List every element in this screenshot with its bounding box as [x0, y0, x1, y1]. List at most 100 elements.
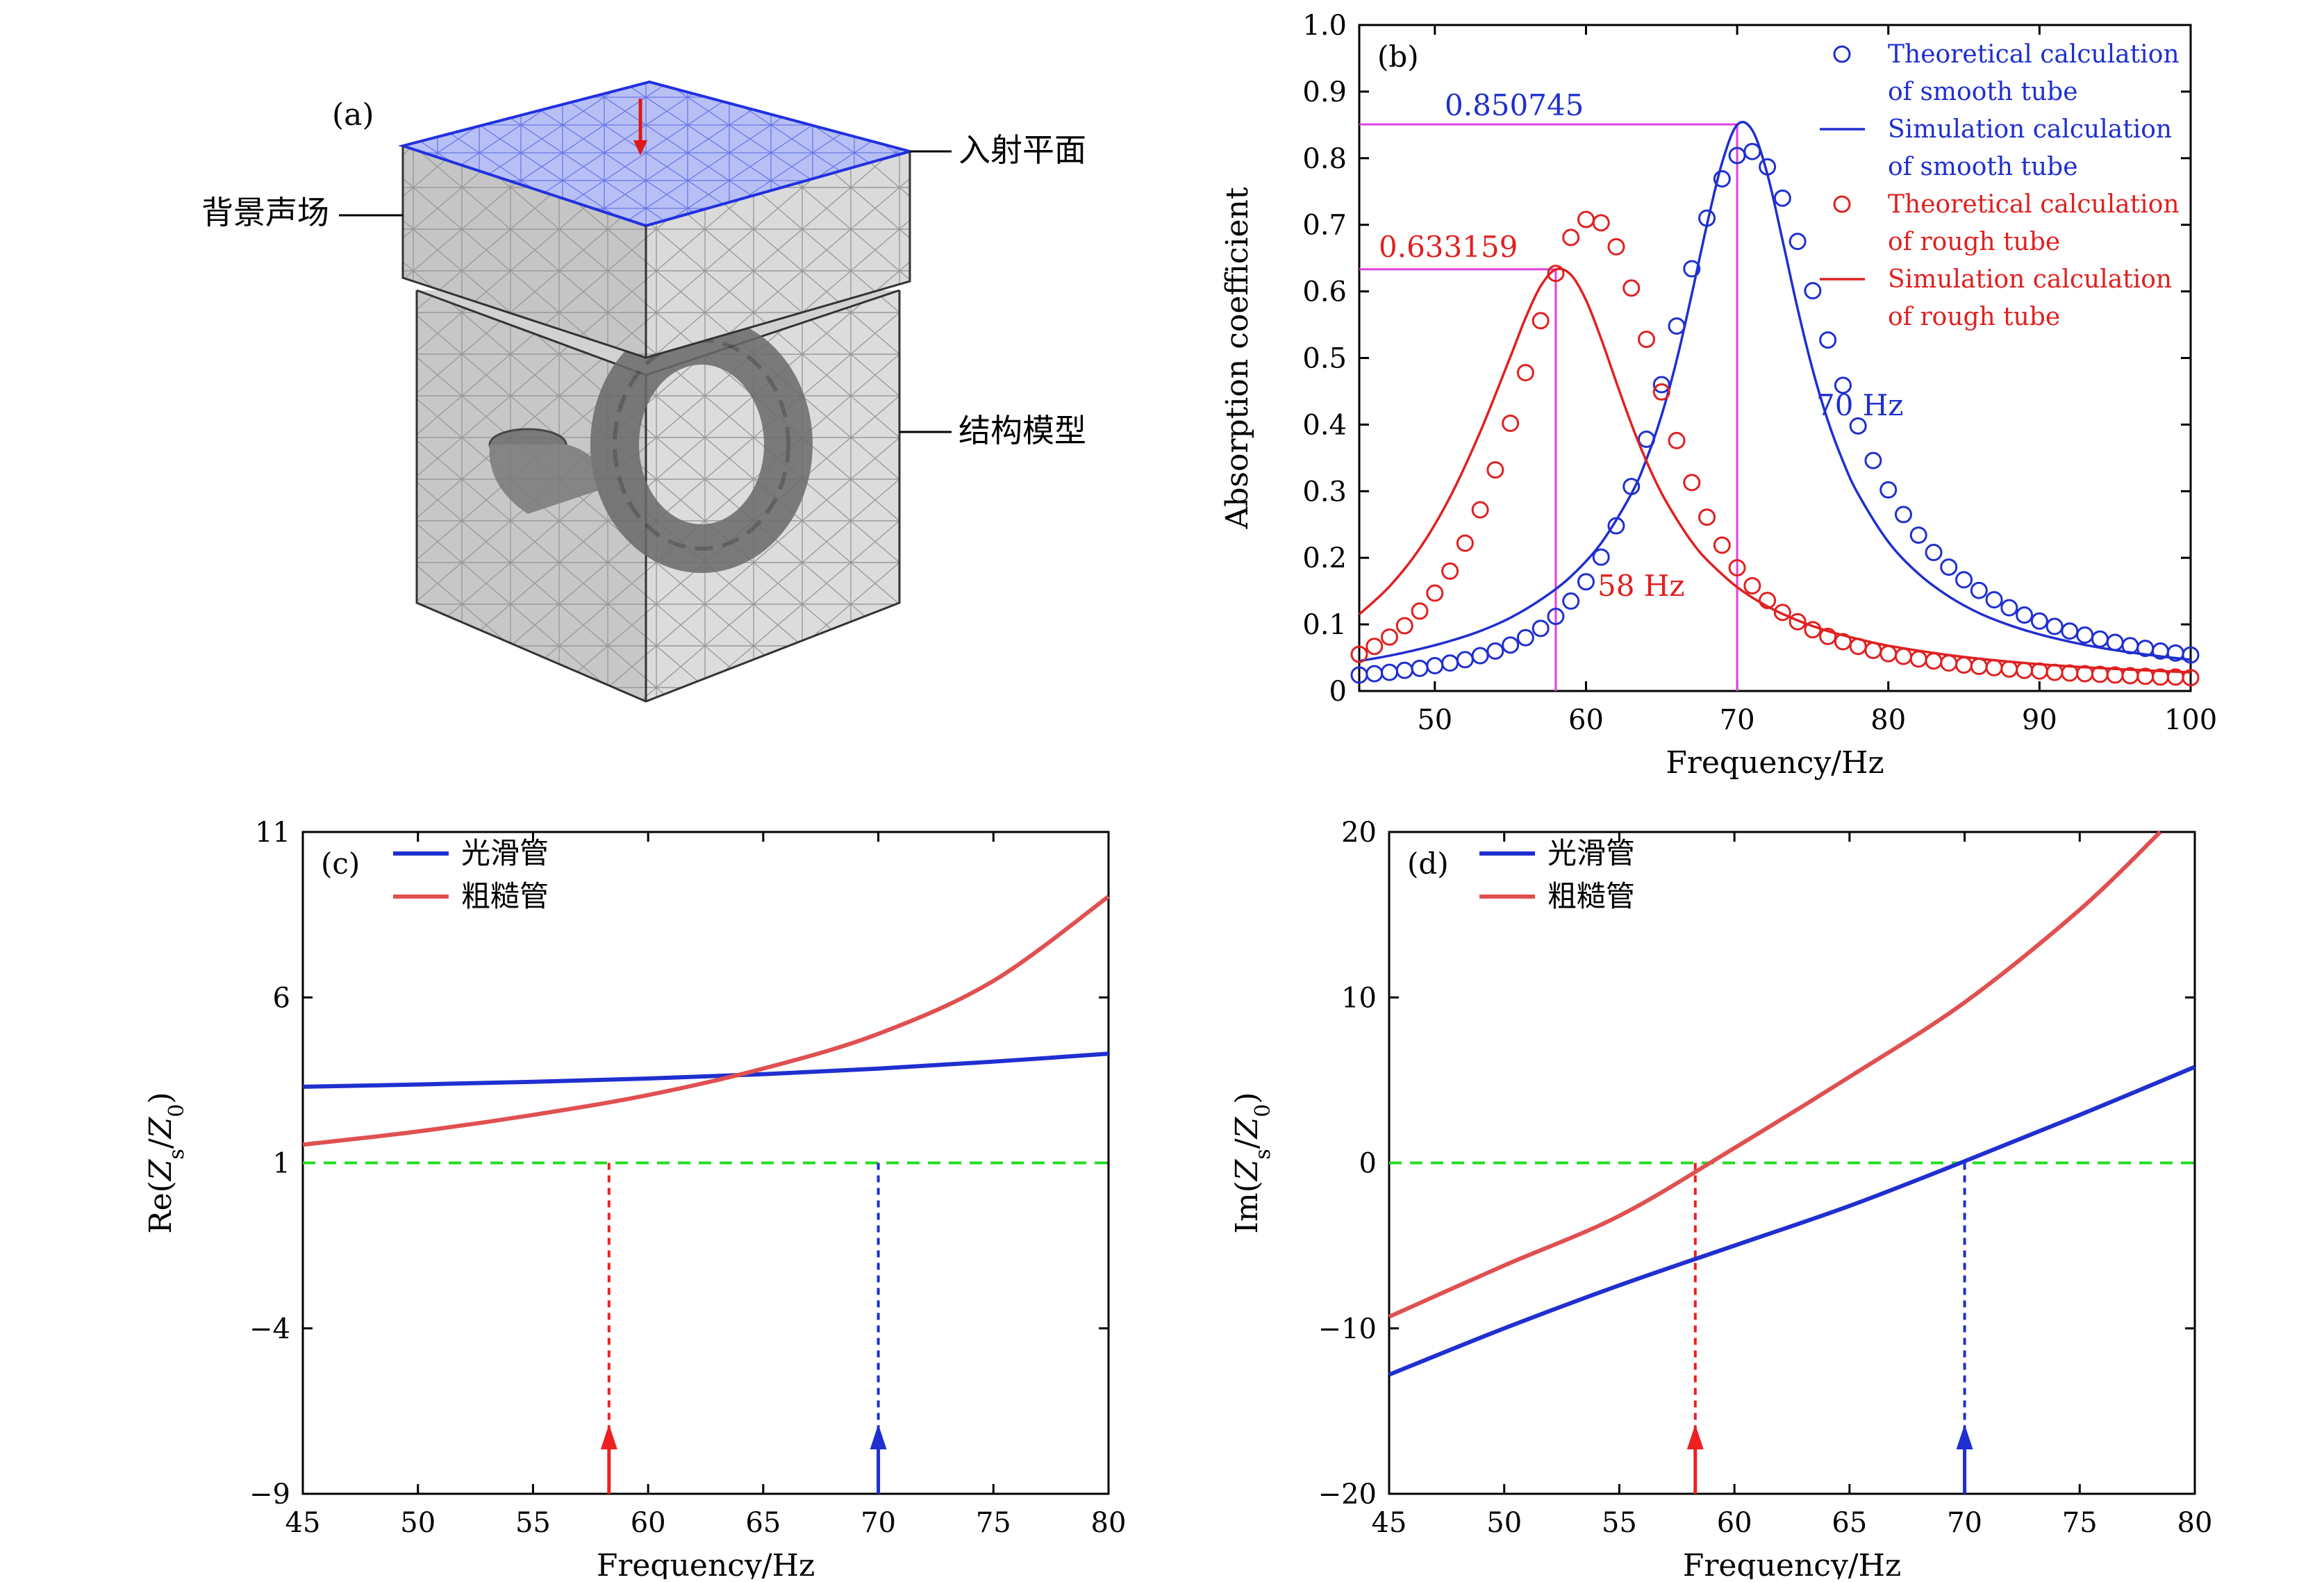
y-axis-label-part: ) — [143, 1092, 179, 1104]
x-tick-label: 75 — [976, 1507, 1011, 1539]
data-point — [2016, 661, 2034, 679]
data-point — [1970, 581, 1988, 599]
data-point — [2000, 599, 2018, 617]
y-tick-label: −20 — [1318, 1479, 1377, 1510]
y-tick-label: 1.0 — [1302, 10, 1347, 42]
data-point — [1395, 617, 1413, 635]
y-tick-label: 0.6 — [1302, 276, 1347, 308]
data-point — [1516, 364, 1534, 382]
data-point — [1547, 608, 1565, 626]
x-tick-label: 50 — [1486, 1507, 1522, 1539]
panel-a-model-illustration: (a) 入射平面 背景声场 结构模型 — [0, 0, 1181, 799]
y-tick-label: −4 — [249, 1313, 290, 1345]
data-point — [1773, 189, 1791, 207]
x-tick-label: 70 — [1720, 704, 1755, 736]
data-point — [2182, 669, 2200, 687]
x-tick-label: 55 — [1602, 1507, 1637, 1539]
data-point — [2045, 663, 2064, 681]
data-point — [1683, 474, 1701, 492]
data-point — [1713, 536, 1731, 554]
y-tick-label: 11 — [255, 817, 290, 849]
annotation-smooth-peak-value: 0.850745 — [1445, 88, 1584, 122]
x-tick-label: 70 — [1947, 1507, 1982, 1539]
panel-letter: (c) — [321, 847, 360, 881]
data-point — [1909, 526, 1927, 544]
y-tick-label: 10 — [1341, 982, 1377, 1014]
annotation-rough-peak-value: 0.633159 — [1379, 230, 1518, 264]
x-tick-label: 90 — [2022, 704, 2057, 736]
data-point — [2182, 646, 2200, 664]
data-point — [1456, 651, 1474, 669]
x-tick-label: 80 — [2177, 1507, 2213, 1539]
y-axis-label-part: Re( — [143, 1181, 179, 1233]
data-point — [1622, 279, 1641, 297]
data-point — [1683, 260, 1701, 278]
annotation-rough-peak-freq: 58 Hz — [1597, 569, 1685, 603]
incidence-arrow — [633, 99, 647, 156]
data-point — [1471, 501, 1489, 519]
panel-c-real-impedance-chart: 45 50 55 60 65 70 75 80 −9 −4 1 6 11 Frequency/Hz (c) R… — [0, 799, 1181, 1582]
data-point — [1698, 508, 1716, 526]
x-tick-label: 50 — [1417, 704, 1452, 736]
data-point — [1819, 627, 1837, 645]
data-point — [1879, 644, 1898, 663]
data-point — [1955, 656, 1973, 674]
data-point — [1788, 613, 1807, 631]
data-point — [2000, 660, 2018, 678]
series-line — [1358, 267, 2191, 674]
mesh-model-figure: (a) 入射平面 背景声场 结构模型 — [201, 80, 1086, 703]
y-tick-label: 0 — [1329, 676, 1347, 708]
data-point — [1366, 665, 1384, 683]
legend-label: 光滑管 — [1547, 836, 1635, 870]
data-point — [1366, 638, 1384, 656]
panel-a-letter: (a) — [332, 97, 374, 133]
data-point — [2091, 630, 2109, 648]
y-tick-label: −9 — [249, 1479, 290, 1510]
data-point — [1834, 376, 1852, 394]
real-impedance-chart: 45 50 55 60 65 70 75 80 −9 −4 1 6 11 Frequency/Hz (c) R… — [143, 817, 1127, 1582]
data-point — [1788, 233, 1807, 251]
data-point — [1547, 265, 1565, 283]
label-structure-model: 结构模型 — [958, 412, 1086, 449]
legend-marker-swatch — [1833, 195, 1851, 213]
data-point — [2030, 612, 2048, 630]
data-point — [1592, 548, 1610, 566]
data-point — [2045, 617, 2064, 635]
data-point — [1652, 383, 1670, 401]
x-tick-label: 75 — [2062, 1507, 2098, 1539]
data-point — [1925, 544, 1943, 562]
panel-b-absorption-chart: 50 60 70 80 90 100 0 0.1 0.2 0.3 0.4 0.5 0.6 0.7 0.8 0.… — [1181, 0, 2324, 799]
data-point — [1638, 331, 1656, 349]
y-tick-label: 0.7 — [1302, 210, 1347, 242]
data-point — [1955, 571, 1973, 589]
y-axis-label-part: Im( — [1229, 1181, 1265, 1233]
data-point — [1894, 647, 1912, 665]
legend-label: 粗糙管 — [1547, 879, 1635, 913]
data-point — [1668, 317, 1686, 335]
series-line-0 — [1388, 1065, 2196, 1377]
annotation-smooth-peak-freq: 70 Hz — [1816, 388, 1904, 422]
data-point — [2076, 626, 2094, 644]
series-line-0 — [302, 1051, 1109, 1089]
data-point — [1471, 647, 1489, 665]
data-point — [1562, 592, 1580, 610]
series-1 — [1359, 120, 2191, 663]
x-tick-label: 80 — [1091, 1507, 1127, 1539]
data-point — [2061, 622, 2079, 640]
y-tick-label: 1 — [273, 1148, 290, 1180]
y-axis-label-part: ) — [1229, 1092, 1265, 1104]
y-axis-label: Absorption coefficient — [1220, 187, 1255, 529]
data-point — [1970, 658, 1988, 676]
data-point — [1456, 534, 1474, 552]
y-tick-label: 0.1 — [1302, 609, 1347, 641]
imag-impedance-chart: 45 50 55 60 65 70 75 80 −20 −10 0 10 20 Frequency/Hz (… — [1229, 817, 2213, 1582]
y-tick-label: 0.2 — [1302, 542, 1347, 574]
data-point — [1381, 663, 1399, 681]
legend-label: of rough tube — [1888, 228, 2060, 256]
legend-label: Simulation calculation — [1888, 115, 2172, 144]
data-point — [1426, 657, 1444, 675]
y-tick-label: 0 — [1359, 1148, 1377, 1180]
y-tick-label: 0.4 — [1302, 409, 1347, 441]
data-point — [1441, 562, 1459, 580]
